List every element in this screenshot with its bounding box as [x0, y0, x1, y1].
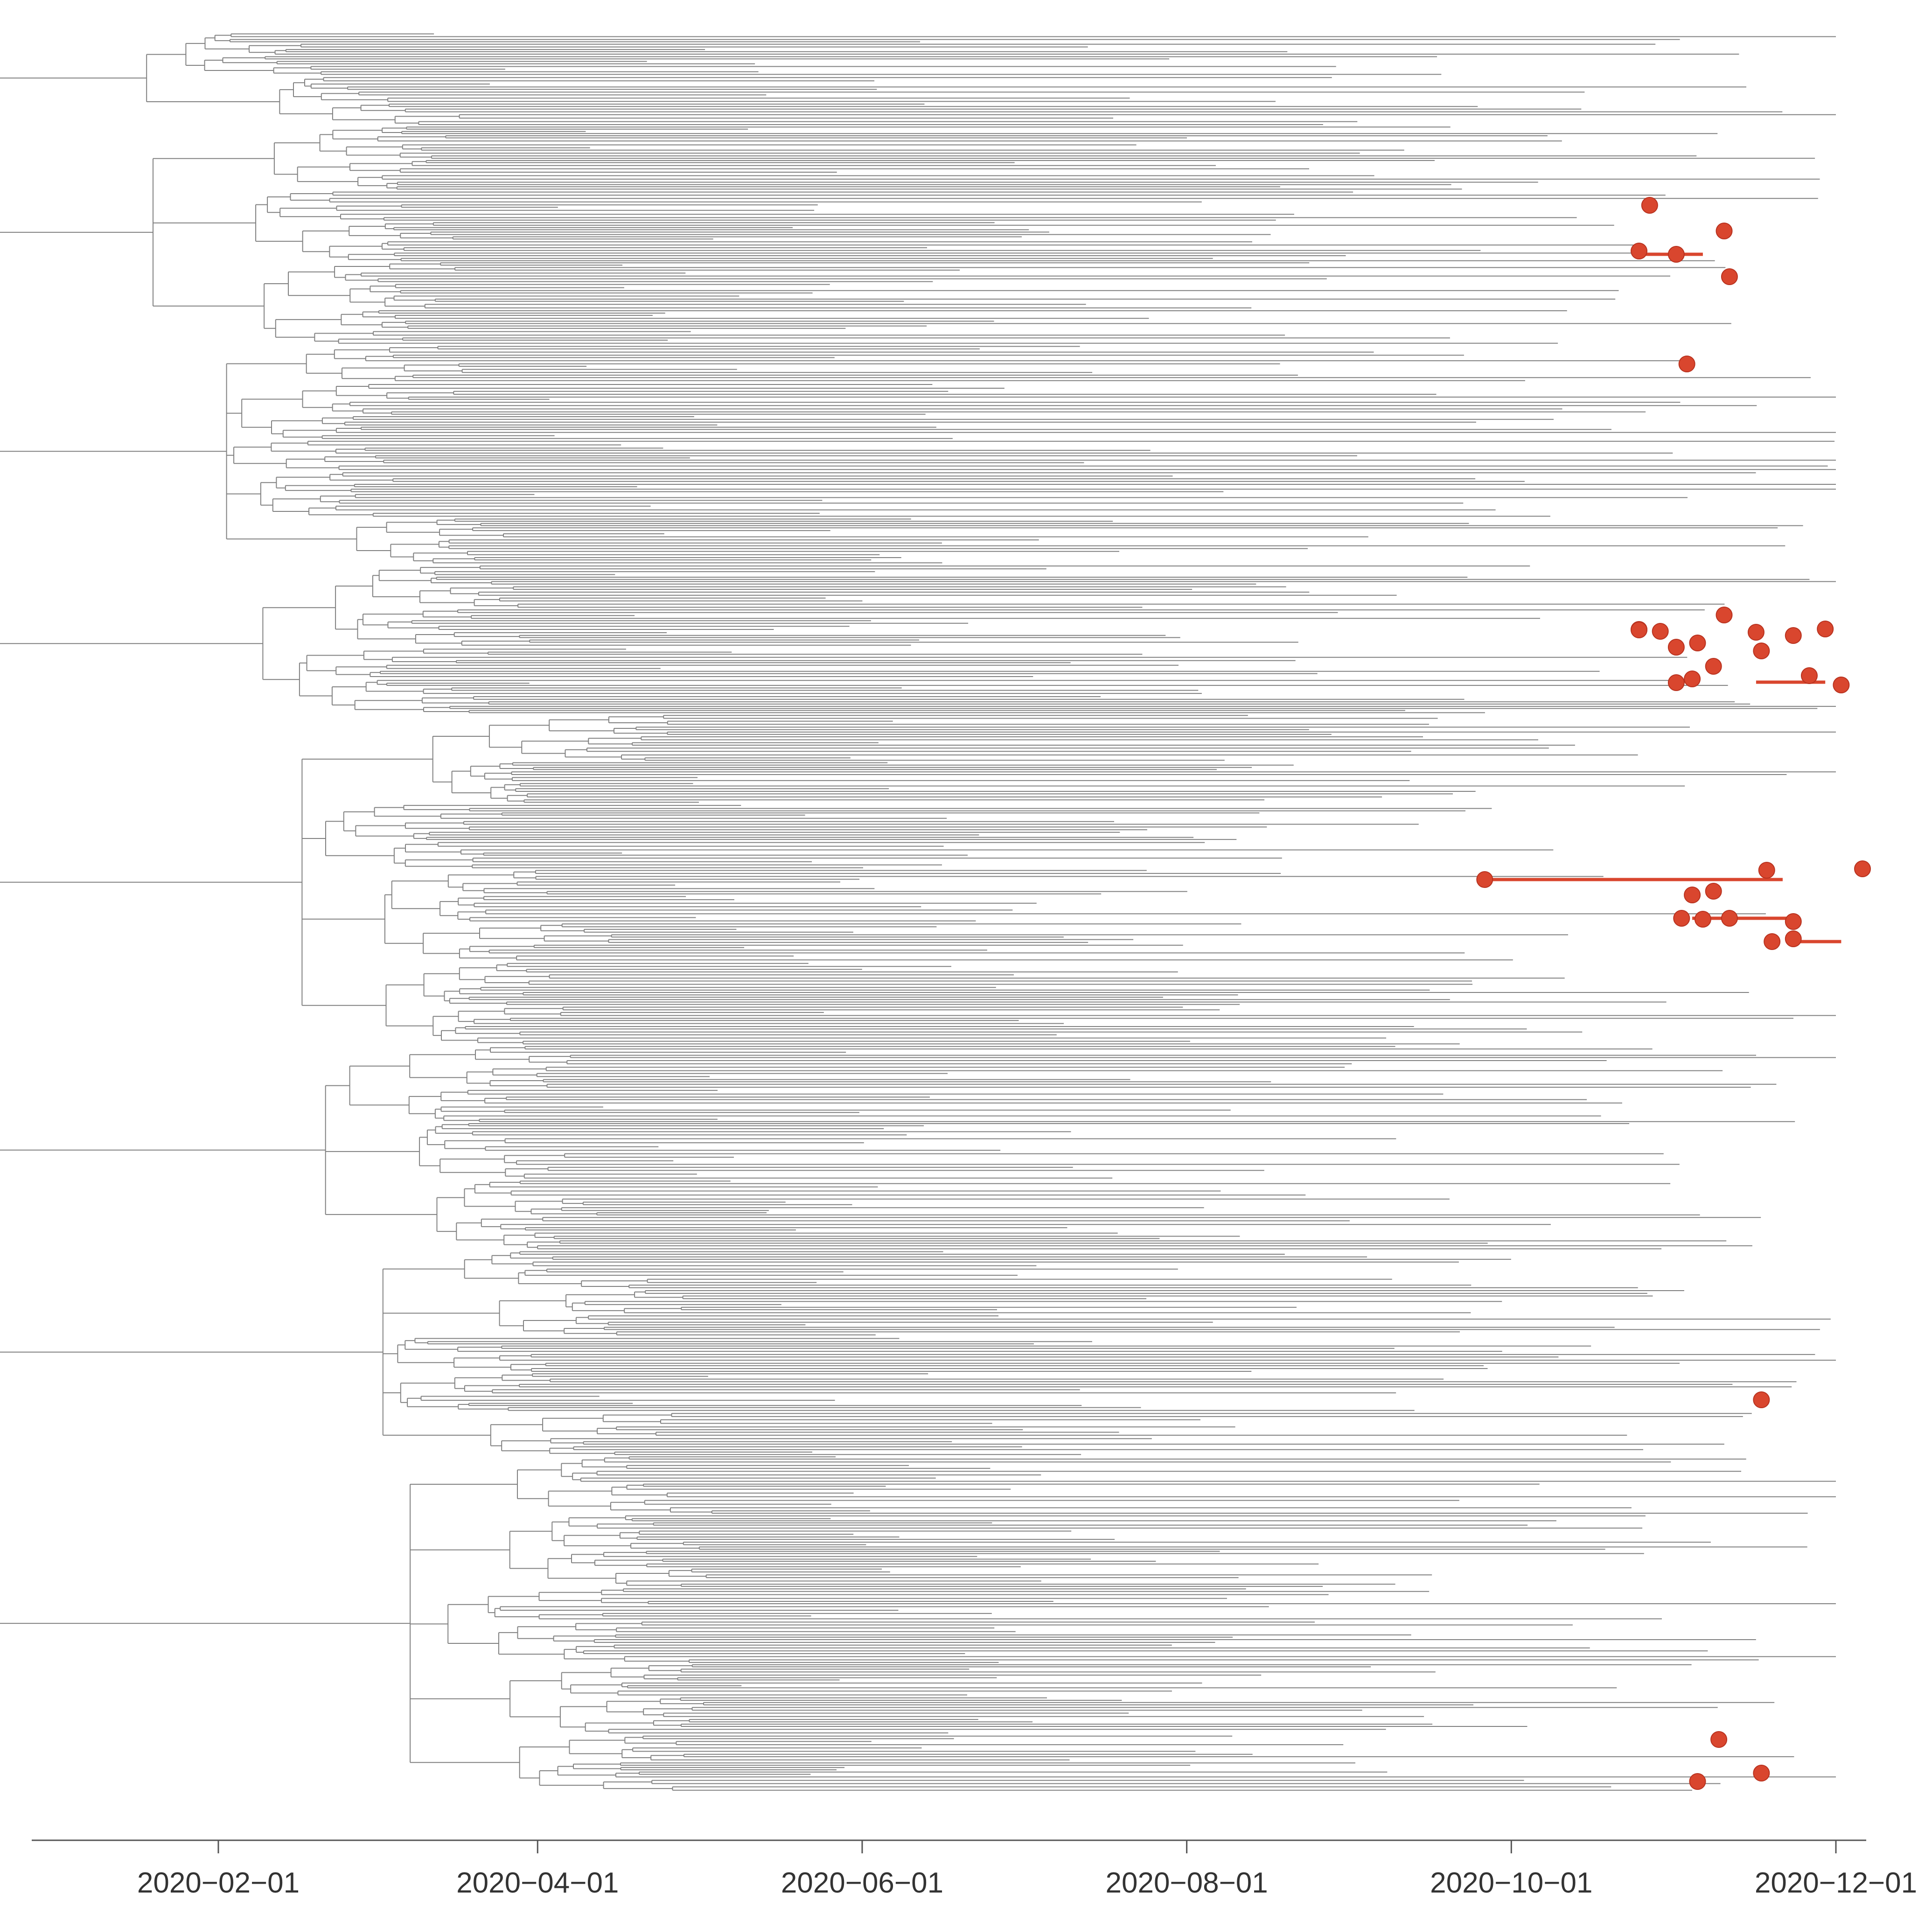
highlighted-tip-point: [1684, 887, 1701, 903]
highlighted-tip-point: [1716, 223, 1733, 239]
highlighted-tip-point: [1652, 623, 1669, 640]
highlighted-tip-point: [1684, 671, 1701, 687]
highlighted-tip-point: [1817, 621, 1834, 637]
highlighted-tip-point: [1747, 624, 1765, 641]
highlighted-tip-point: [1678, 356, 1695, 372]
highlighted-tip-point: [1667, 674, 1685, 691]
x-tick-label: 2020−08−01: [1106, 1867, 1268, 1899]
x-tick-label: 2020−10−01: [1430, 1867, 1592, 1899]
x-tick-label: 2020−06−01: [781, 1867, 943, 1899]
highlighted-tip-point: [1705, 883, 1722, 900]
highlighted-tip-point: [1673, 910, 1690, 927]
highlighted-tip-point: [1689, 635, 1706, 651]
highlighted-tip-point: [1631, 622, 1648, 638]
highlighted-tip-point: [1785, 627, 1802, 644]
x-axis: 2020−02−01 2020−04−01 2020−06−01 2020−08−01…: [32, 1839, 1917, 1899]
highlighted-tip-point: [1721, 268, 1738, 285]
highlighted-tip-point: [1854, 860, 1871, 877]
highlighted-tip-point: [1758, 862, 1775, 879]
highlighted-tip-point: [1667, 246, 1685, 263]
highlighted-tip-point: [1800, 667, 1818, 684]
highlighted-tip-point: [1833, 677, 1850, 693]
highlighted-tip-point: [1641, 197, 1658, 214]
highlighted-tip-point: [1721, 910, 1738, 927]
highlighted-tip-point: [1631, 243, 1648, 259]
highlighted-tip-point: [1753, 643, 1770, 659]
highlighted-tip-point: [1785, 913, 1802, 930]
tree-branch-paths: [0, 33, 1836, 1791]
highlighted-tip-point: [1753, 1765, 1770, 1781]
tree-branches: [0, 33, 1836, 1791]
x-tick-label: 2020−12−01: [1755, 1867, 1917, 1899]
highlighted-tip-point: [1753, 1391, 1770, 1408]
x-tick-label: 2020−04−01: [456, 1867, 619, 1899]
highlighted-tip-point: [1689, 1773, 1706, 1790]
x-axis-ticks: 2020−02−01 2020−04−01 2020−06−01 2020−08−01…: [137, 1840, 1917, 1899]
highlighted-tip-point: [1710, 1731, 1728, 1748]
highlighted-tip-point: [1667, 639, 1685, 656]
highlighted-tip-point: [1476, 871, 1493, 888]
highlighted-tip-point: [1705, 658, 1722, 675]
highlighted-tip-point: [1764, 933, 1781, 950]
highlighted-tip-point: [1694, 911, 1711, 928]
x-tick-label: 2020−02−01: [137, 1867, 300, 1899]
highlighted-tip-point: [1716, 607, 1733, 623]
highlighted-tip-point: [1785, 930, 1802, 947]
highlighted-lineages: [1476, 197, 1871, 1790]
